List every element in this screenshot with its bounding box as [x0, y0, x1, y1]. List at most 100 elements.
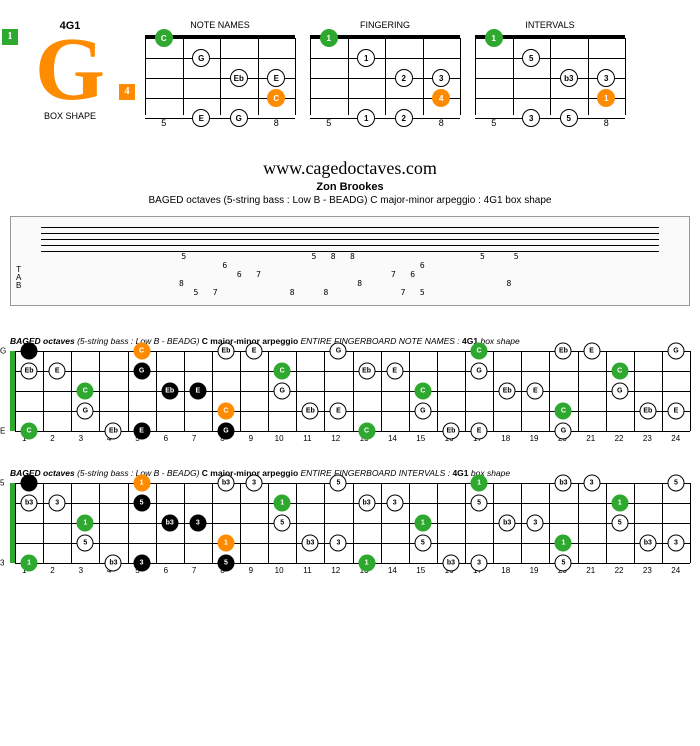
fb-note: C — [414, 383, 431, 400]
fb-note: Eb — [358, 363, 375, 380]
mini-title: INTERVALS — [475, 20, 625, 30]
fb-note — [21, 475, 38, 492]
fb-note: G — [133, 363, 150, 380]
fb-note: 3 — [583, 475, 600, 492]
fb-note: C — [21, 423, 38, 440]
fb-note: E — [471, 423, 488, 440]
fb-note: Eb — [499, 383, 516, 400]
mini-note: 1 — [320, 29, 338, 47]
fb-note: G — [274, 383, 291, 400]
fb-note: G — [611, 383, 628, 400]
fb-note — [21, 343, 38, 360]
mini-grid: 15b33135 — [475, 35, 625, 115]
fb-note: 5 — [133, 495, 150, 512]
fb-note: C — [471, 343, 488, 360]
mini-note: 1 — [485, 29, 503, 47]
mini-grid: CGEbECEG — [145, 35, 295, 115]
mini-note: Eb — [230, 69, 248, 87]
url: www.cagedoctaves.com — [10, 158, 690, 179]
fb-note: C — [611, 363, 628, 380]
fb-note: E — [133, 423, 150, 440]
fb-note: E — [527, 383, 544, 400]
full-board-section: BAGED octaves (5-string bass : Low B - B… — [10, 468, 690, 575]
fb-note: E — [667, 403, 684, 420]
fb-note: 5 — [274, 515, 291, 532]
g-marker-1: 1 — [2, 29, 18, 45]
author: Zon Brookes — [10, 181, 690, 193]
mini-title: FINGERING — [310, 20, 460, 30]
mini-note: 2 — [395, 69, 413, 87]
mini-note: 1 — [597, 89, 615, 107]
box-shape: 4G1 G 1 4 BOX SHAPE — [10, 20, 130, 121]
fb-note: 1 — [274, 495, 291, 512]
fb-note: 5 — [555, 555, 572, 572]
fb-note: b3 — [499, 515, 516, 532]
fb-note: 5 — [414, 535, 431, 552]
fb-note: 3 — [49, 495, 66, 512]
fb-note: G — [217, 423, 234, 440]
fb-note: 5 — [611, 515, 628, 532]
fb-note: C — [274, 363, 291, 380]
full-board: 531b3351b335b3351b33511b3351b33551b3351b… — [10, 483, 690, 563]
fb-note: 5 — [77, 535, 94, 552]
fb-note: E — [49, 363, 66, 380]
mini-fret-numbers: 5678 — [475, 118, 625, 128]
mini-board: FINGERING11234125678 — [310, 20, 460, 128]
fb-note: E — [189, 383, 206, 400]
staff-tab: TAB 5 5 8 8 5 5 6 6 6 7 7 6 — [10, 216, 690, 306]
fb-note: Eb — [161, 383, 178, 400]
mini-boards-container: NOTE NAMESCGEbECEG5678FINGERING112341256… — [145, 20, 625, 128]
fb-note: C — [133, 343, 150, 360]
fb-note: b3 — [442, 555, 459, 572]
top-row: 4G1 G 1 4 BOX SHAPE NOTE NAMESCGEbECEG56… — [10, 20, 690, 128]
full-boards-container: BAGED octaves (5-string bass : Low B - B… — [10, 336, 690, 575]
fb-note: Eb — [105, 423, 122, 440]
fb-note: 5 — [667, 475, 684, 492]
fb-note: G — [414, 403, 431, 420]
fb-note: Eb — [555, 343, 572, 360]
mini-note: C — [155, 29, 173, 47]
fb-note: E — [386, 363, 403, 380]
mini-board: NOTE NAMESCGEbECEG5678 — [145, 20, 295, 128]
fb-note: 1 — [471, 475, 488, 492]
mini-note: G — [192, 49, 210, 67]
big-g-letter: G 1 4 — [10, 34, 130, 106]
mini-note: E — [267, 69, 285, 87]
fb-note: G — [555, 423, 572, 440]
fb-note: Eb — [302, 403, 319, 420]
fb-note: 3 — [471, 555, 488, 572]
fb-note: G — [471, 363, 488, 380]
mini-title: NOTE NAMES — [145, 20, 295, 30]
fb-note: Eb — [442, 423, 459, 440]
g-marker-4: 4 — [119, 84, 135, 100]
mini-note: 2 — [395, 109, 413, 127]
fb-note: b3 — [302, 535, 319, 552]
fb-note: C — [217, 403, 234, 420]
fb-note: 1 — [414, 515, 431, 532]
fb-note: 1 — [358, 555, 375, 572]
fb-note: 5 — [217, 555, 234, 572]
tab-label: TAB — [16, 266, 21, 290]
mini-note: 3 — [597, 69, 615, 87]
fb-note: 1 — [77, 515, 94, 532]
full-board: GECEbEGCEbEGEbEGCEbEGCCEbEGCEbEGGCEbEGCE… — [10, 351, 690, 431]
mini-note: C — [267, 89, 285, 107]
fb-note: 3 — [246, 475, 263, 492]
fb-note: Eb — [21, 363, 38, 380]
fb-note: b3 — [555, 475, 572, 492]
notation-section: www.cagedoctaves.com Zon Brookes BAGED o… — [10, 158, 690, 306]
fb-note: E — [330, 403, 347, 420]
fb-note: G — [667, 343, 684, 360]
fb-note: Eb — [639, 403, 656, 420]
mini-note: 1 — [357, 109, 375, 127]
mini-grid: 1123412 — [310, 35, 460, 115]
fb-note: b3 — [639, 535, 656, 552]
fb-note: 3 — [189, 515, 206, 532]
tab-numbers: 5 5 8 8 5 5 6 6 6 7 7 6 — [46, 252, 654, 297]
fb-note: 3 — [667, 535, 684, 552]
fb-note: C — [358, 423, 375, 440]
mini-note: 4 — [432, 89, 450, 107]
fb-note: 1 — [133, 475, 150, 492]
fb-note: 3 — [133, 555, 150, 572]
mini-note: b3 — [560, 69, 578, 87]
